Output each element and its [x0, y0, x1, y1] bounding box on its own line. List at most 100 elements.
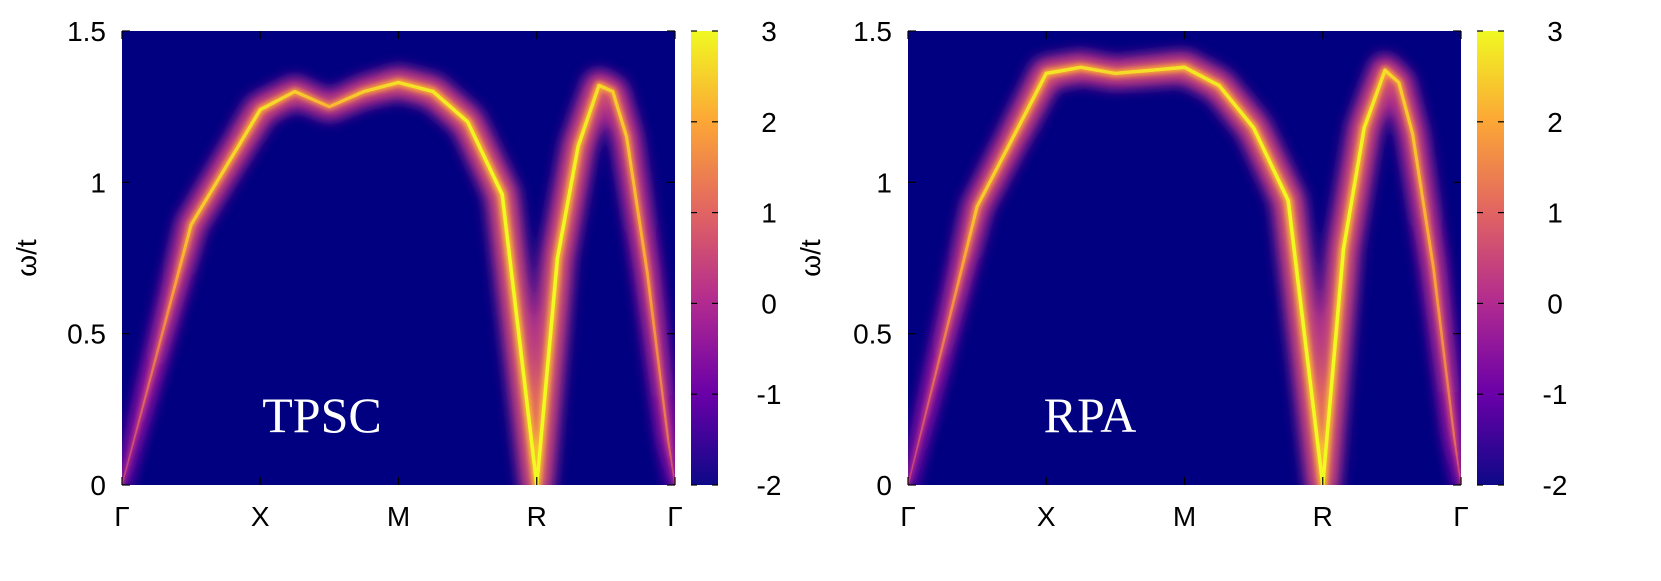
panel-2-band-segment	[1413, 150, 1419, 163]
panel-2-band-segment	[1420, 194, 1426, 207]
panel-1-band-segment	[514, 308, 520, 325]
panel-2-band-segment	[920, 422, 925, 431]
panel-1-ytick-label: 0	[90, 470, 106, 501]
panel-2-band-segment	[1312, 414, 1318, 430]
panel-2-band-segment	[1415, 159, 1420, 171]
panel-2-band-segment	[1437, 310, 1442, 325]
panel-2-band-segment	[1323, 436, 1329, 456]
panel-1-band-segment	[657, 360, 661, 375]
panel-1-band-segment	[505, 239, 511, 255]
panel-2-band-segment	[925, 406, 929, 414]
panel-1-band-segment	[671, 466, 675, 477]
panel-1-band-segment	[129, 447, 133, 455]
panel-1-band-segment	[654, 338, 659, 353]
panel-1-band-segment	[519, 355, 525, 371]
panel-1-ylabel: ω/t	[11, 239, 42, 277]
panel-1-band-segment	[630, 171, 636, 184]
panel-1-ytick-label: 1.5	[67, 16, 106, 47]
panel-1-band-segment	[626, 144, 631, 157]
panel-1-band-segment	[518, 343, 524, 359]
panel-2-band-segment	[1433, 277, 1438, 292]
panel-2-band-segment	[1418, 176, 1423, 189]
panel-2-ylabel: ω/t	[795, 239, 826, 277]
panel-2-band-segment	[1340, 247, 1346, 267]
panel-2-band-segment	[1330, 357, 1336, 377]
panel-2-ytick-label: 1.5	[853, 16, 892, 47]
panel-2-band-segment	[922, 417, 926, 425]
panel-2-band-segment	[908, 473, 912, 481]
panel-1-band-segment	[645, 271, 651, 286]
panel-2-band-segment	[1447, 390, 1452, 404]
panel-2-colorbar	[1477, 31, 1504, 485]
panel-2-band-segment	[1434, 288, 1439, 303]
panel-2-band-segment	[915, 445, 919, 453]
panel-2-band-segment	[1337, 278, 1343, 298]
panel-2-band-segment	[1291, 244, 1297, 260]
panel-1-band-segment	[669, 456, 674, 468]
panel-2-band-segment	[1318, 460, 1324, 476]
panel-1-band-segment	[525, 401, 531, 418]
panel-2-band-segment	[1422, 203, 1427, 216]
panel-2-band-segment	[923, 411, 927, 420]
panel-2-band-segment	[1412, 141, 1417, 154]
panel-2-band-segment	[1443, 356, 1447, 370]
panel-1-ytick-label: 1	[90, 167, 106, 198]
panel-1-band-segment	[644, 262, 649, 275]
panel-2-ytick-label: 1	[876, 167, 892, 198]
panel-2-band-segment	[1329, 373, 1335, 393]
panel-1-spectral-band	[122, 66, 675, 485]
panel-2-band-segment	[1322, 451, 1328, 472]
panel-1-band-segment	[122, 473, 126, 481]
panel-1-band-segment	[528, 425, 533, 441]
panel-1-band-segment	[543, 377, 549, 396]
panel-1-annotation: TPSC	[262, 387, 382, 443]
panel-1-band-segment	[661, 394, 666, 408]
panel-1-band-segment	[508, 262, 514, 278]
panel-1-band-segment	[539, 422, 545, 442]
panel-1-band-segment	[537, 437, 543, 457]
panel-2-band-segment	[1287, 210, 1293, 226]
panel-1-colorbar	[691, 31, 718, 485]
panel-2-ytick-label: 0.5	[853, 319, 892, 350]
panel-2-band-segment	[1440, 333, 1445, 348]
panel-1-band-segment	[532, 460, 538, 476]
panel-2-band-segment	[1333, 325, 1339, 346]
panel-2-band-segment	[914, 450, 918, 458]
panel-2-band-segment	[911, 461, 915, 470]
panel-1-band-segment	[636, 208, 641, 221]
panel-1-band-segment	[130, 442, 134, 450]
panel-1-band-segment	[504, 227, 510, 243]
panel-1-band-segment	[629, 162, 634, 175]
panel-1-band-segment	[660, 382, 664, 397]
panel-2-band-segment	[1298, 301, 1304, 317]
panel-2-colorbar-tick-label: 0	[1547, 288, 1563, 319]
panel-2-band-segment	[1448, 401, 1453, 416]
panel-1-band-segment	[551, 286, 557, 306]
panel-1-band-segment	[641, 244, 646, 257]
panel-2-band-segment	[1326, 404, 1332, 424]
panel-2-xtick-label: X	[1037, 501, 1056, 532]
panel-2-band-segment	[1289, 221, 1295, 237]
panel-2-band-segment	[1303, 335, 1308, 351]
panel-2-band-segment	[1338, 262, 1344, 283]
panel-2-band-segment	[1426, 230, 1431, 242]
panel-1-band-segment	[522, 378, 528, 394]
panel-2-band-segment	[1297, 289, 1303, 305]
panel-1-colorbar-tick-label: -1	[757, 379, 782, 410]
panel-2-band-segment	[1316, 449, 1322, 464]
panel-2-band-segment	[1307, 369, 1313, 385]
panel-2-colorbar-tick-label: -2	[1543, 470, 1568, 501]
panel-2-xtick-label: R	[1313, 501, 1333, 532]
panel-1-band-segment	[544, 362, 550, 381]
panel-1-band-segment	[655, 349, 660, 364]
panel-1-colorbar-tick-label: 3	[761, 16, 777, 47]
panel-1-colorbar-tick-label: 1	[761, 198, 777, 229]
panel-2-band-segment	[1431, 265, 1437, 280]
panel-2-band-segment	[910, 467, 913, 475]
panel-2-band-segment	[1441, 344, 1446, 359]
panel-2-band-segment	[1427, 239, 1432, 251]
panel-1-band-segment	[511, 285, 517, 301]
panel-2-band-segment	[1325, 420, 1331, 440]
panel-1-colorbar-tick-label: -2	[757, 470, 782, 501]
